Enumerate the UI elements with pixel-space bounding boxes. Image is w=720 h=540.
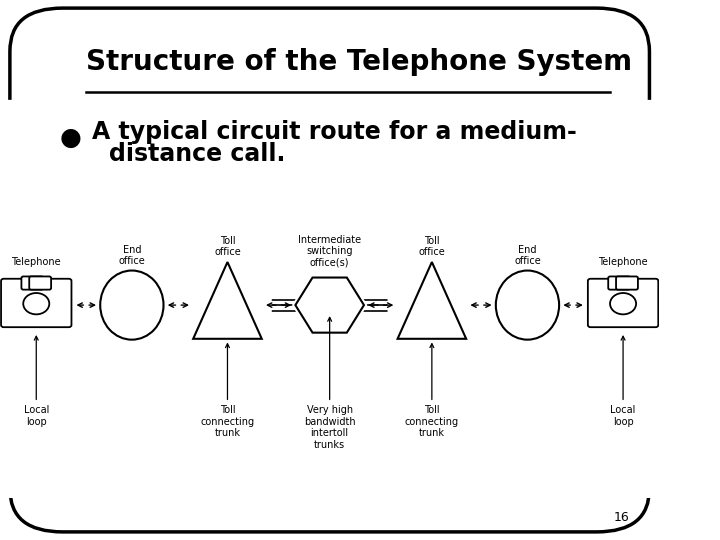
FancyBboxPatch shape: [1, 279, 71, 327]
Text: Very high
bandwidth
intertoll
trunks: Very high bandwidth intertoll trunks: [304, 405, 356, 450]
Text: Structure of the Telephone System: Structure of the Telephone System: [86, 48, 632, 76]
Text: Intermediate
switching
office(s): Intermediate switching office(s): [298, 235, 361, 268]
Text: End
office: End office: [514, 245, 541, 266]
Polygon shape: [292, 274, 367, 336]
FancyBboxPatch shape: [387, 100, 720, 498]
Ellipse shape: [100, 271, 163, 340]
Circle shape: [23, 293, 49, 314]
Ellipse shape: [496, 271, 559, 340]
FancyBboxPatch shape: [22, 276, 43, 289]
FancyBboxPatch shape: [588, 279, 658, 327]
Text: A typical circuit route for a medium-: A typical circuit route for a medium-: [92, 120, 577, 144]
FancyBboxPatch shape: [30, 276, 51, 289]
Text: Toll
office: Toll office: [214, 236, 241, 258]
FancyBboxPatch shape: [608, 276, 630, 289]
Ellipse shape: [99, 269, 165, 341]
Text: Toll
connecting
trunk: Toll connecting trunk: [405, 405, 459, 438]
FancyBboxPatch shape: [10, 8, 649, 532]
Text: ●: ●: [59, 126, 81, 150]
Text: distance call.: distance call.: [109, 142, 285, 166]
Polygon shape: [397, 262, 466, 339]
Text: End
office: End office: [119, 245, 145, 266]
Text: Local
loop: Local loop: [24, 405, 49, 427]
FancyBboxPatch shape: [616, 276, 638, 289]
Text: Telephone: Telephone: [598, 257, 648, 267]
Polygon shape: [190, 256, 265, 342]
Text: Telephone: Telephone: [12, 257, 61, 267]
Polygon shape: [193, 262, 262, 339]
Text: Toll
connecting
trunk: Toll connecting trunk: [200, 405, 255, 438]
Polygon shape: [394, 256, 469, 342]
Polygon shape: [295, 278, 364, 333]
FancyBboxPatch shape: [0, 100, 271, 498]
Circle shape: [610, 293, 636, 314]
Ellipse shape: [494, 269, 561, 341]
Text: Toll
office: Toll office: [418, 236, 445, 258]
Text: Local
loop: Local loop: [611, 405, 636, 427]
Text: 16: 16: [614, 511, 630, 524]
